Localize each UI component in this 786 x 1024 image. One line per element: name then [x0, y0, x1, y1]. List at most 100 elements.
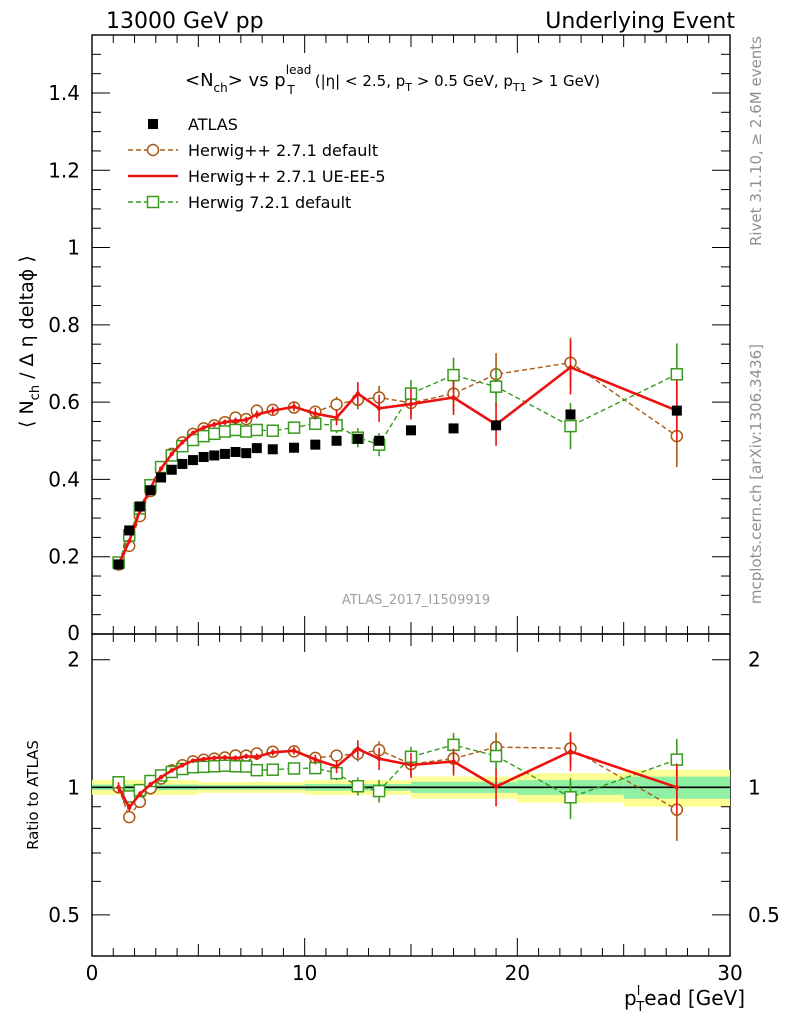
data-point	[156, 472, 167, 483]
x-tick-label: 10	[292, 961, 317, 985]
ratio-y-tick-label-right: 1	[748, 775, 761, 799]
data-point	[169, 768, 174, 773]
data-point	[208, 760, 221, 773]
y-tick-label: 0.8	[48, 313, 80, 337]
data-point	[310, 439, 321, 450]
x-tick-label: 30	[717, 961, 742, 985]
data-point	[124, 525, 135, 536]
chart-title: <Nch> vs plead T (|η| < 2.5, pT > 0.5 GeV,…	[185, 63, 600, 97]
y-tick-label: 0.6	[48, 390, 80, 414]
data-point	[568, 749, 573, 754]
data-point	[408, 401, 414, 407]
data-point	[233, 418, 238, 423]
data-point	[180, 763, 185, 768]
data-point	[243, 754, 249, 759]
data-point	[158, 774, 164, 780]
series-line	[117, 373, 678, 563]
data-point	[376, 406, 382, 411]
data-point	[218, 425, 232, 438]
data-point	[447, 368, 460, 382]
data-point	[250, 423, 264, 437]
data-point	[127, 539, 132, 544]
data-point	[122, 810, 136, 824]
data-point	[241, 448, 252, 459]
data-point	[190, 758, 196, 763]
series-line	[117, 361, 678, 565]
data-point	[148, 782, 153, 787]
data-point	[219, 448, 230, 459]
data-point	[287, 421, 301, 434]
data-point	[352, 433, 363, 444]
data-point	[201, 756, 206, 762]
data-point	[564, 419, 577, 433]
data-point	[230, 446, 241, 457]
data-point	[493, 784, 499, 789]
data-point	[177, 458, 188, 469]
legend-entry-label: Herwig++ 2.7.1 UE-EE-5	[188, 167, 386, 186]
data-point	[334, 764, 339, 769]
data-point	[355, 746, 361, 752]
ratio-y-axis-label: Ratio to ATLAS	[24, 740, 42, 850]
legend: ATLAS Herwig++ 2.7.1 default Herwig++ 2.7.…	[128, 115, 386, 212]
data-point	[565, 409, 576, 420]
data-point	[212, 422, 217, 427]
data-point	[209, 450, 220, 461]
data-point	[137, 791, 143, 797]
legend-marker	[146, 143, 160, 157]
data-point	[239, 760, 253, 773]
data-point	[145, 485, 156, 496]
data-point	[289, 442, 300, 453]
data-point	[670, 368, 684, 381]
data-point	[287, 762, 301, 775]
data-point	[113, 559, 124, 570]
data-point	[233, 755, 238, 761]
data-point	[251, 443, 262, 454]
ratio-y-tick-label: 0.5	[48, 903, 80, 927]
header-right: Underlying Event	[545, 9, 735, 34]
data-point	[218, 759, 232, 772]
data-point	[266, 763, 280, 776]
data-point	[243, 417, 249, 423]
data-point	[313, 757, 318, 762]
data-point	[267, 444, 278, 455]
x-tick-label: 0	[86, 961, 99, 985]
data-point	[180, 440, 185, 445]
y-tick-label: 1	[67, 236, 80, 260]
data-point	[330, 398, 343, 411]
legend-entry-label: Herwig++ 2.7.1 default	[188, 141, 378, 160]
data-point	[239, 425, 253, 438]
data-point	[266, 424, 280, 437]
data-point	[169, 451, 174, 457]
y-axis-label: ⟨ Nch / Δ η deltaϕ ⟩	[16, 255, 43, 428]
data-point	[670, 753, 684, 766]
data-point	[166, 464, 177, 475]
data-point	[198, 452, 209, 463]
data-point	[372, 784, 386, 798]
series-line	[117, 365, 678, 565]
data-point	[208, 427, 221, 441]
data-point	[489, 749, 503, 763]
legend-marker	[146, 195, 160, 209]
ratio-y-tick-label: 1	[67, 775, 80, 799]
data-point	[291, 404, 297, 409]
legend-entry-label: ATLAS	[188, 115, 238, 134]
data-point	[197, 760, 210, 774]
data-point	[197, 429, 210, 443]
data-point	[229, 760, 242, 773]
rivet-label: Rivet 3.1.10, ≥ 2.6M events	[747, 36, 765, 246]
analysis-watermark: ATLAS_2017_I1509919	[342, 593, 490, 608]
legend-entry-label: Herwig 7.2.1 default	[188, 193, 351, 212]
data-point	[222, 755, 228, 760]
data-point	[408, 762, 414, 768]
data-point	[671, 405, 682, 416]
y-tick-label: 0.4	[48, 467, 80, 491]
data-point	[222, 420, 228, 425]
data-point	[116, 785, 121, 790]
header-left: 13000 GeV pp	[106, 9, 264, 34]
y-tick-label: 1.2	[48, 158, 80, 182]
legend-marker-atlas	[148, 119, 158, 129]
x-axis-label: pl Tead [GeV]	[624, 984, 745, 1015]
data-point	[254, 412, 260, 417]
data-point	[309, 417, 322, 431]
